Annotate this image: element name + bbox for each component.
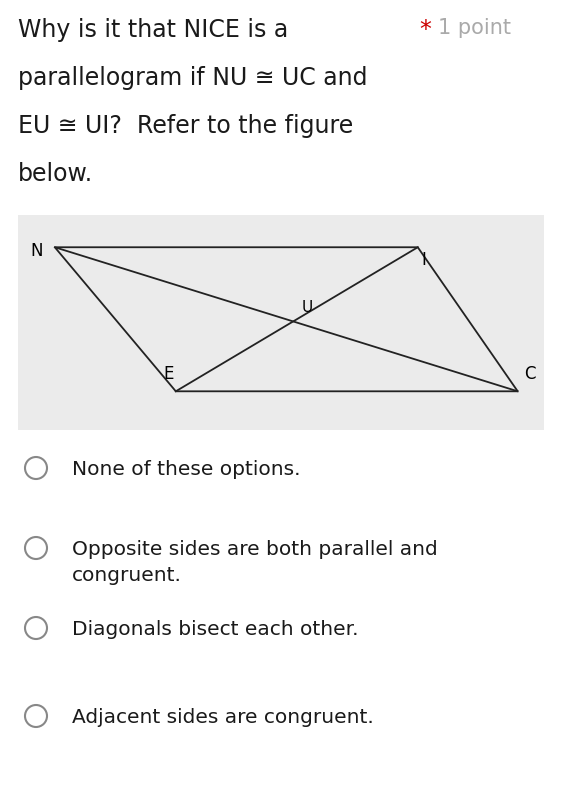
Text: parallelogram if NU ≅ UC and: parallelogram if NU ≅ UC and	[18, 66, 368, 90]
Text: EU ≅ UI?  Refer to the figure: EU ≅ UI? Refer to the figure	[18, 114, 353, 138]
Text: None of these options.: None of these options.	[72, 460, 301, 479]
Text: below.: below.	[18, 162, 93, 186]
Text: C: C	[524, 366, 535, 383]
Text: Adjacent sides are congruent.: Adjacent sides are congruent.	[72, 708, 374, 727]
Text: Opposite sides are both parallel and: Opposite sides are both parallel and	[72, 540, 438, 559]
Text: U: U	[301, 301, 312, 316]
Text: N: N	[30, 242, 43, 260]
Text: I: I	[422, 251, 427, 270]
FancyBboxPatch shape	[18, 215, 544, 430]
Text: *: *	[420, 18, 439, 42]
Text: Diagonals bisect each other.: Diagonals bisect each other.	[72, 620, 359, 639]
Text: congruent.: congruent.	[72, 566, 182, 585]
Text: E: E	[164, 366, 174, 383]
Text: 1 point: 1 point	[438, 18, 511, 38]
Text: Why is it that NICE is a: Why is it that NICE is a	[18, 18, 288, 42]
